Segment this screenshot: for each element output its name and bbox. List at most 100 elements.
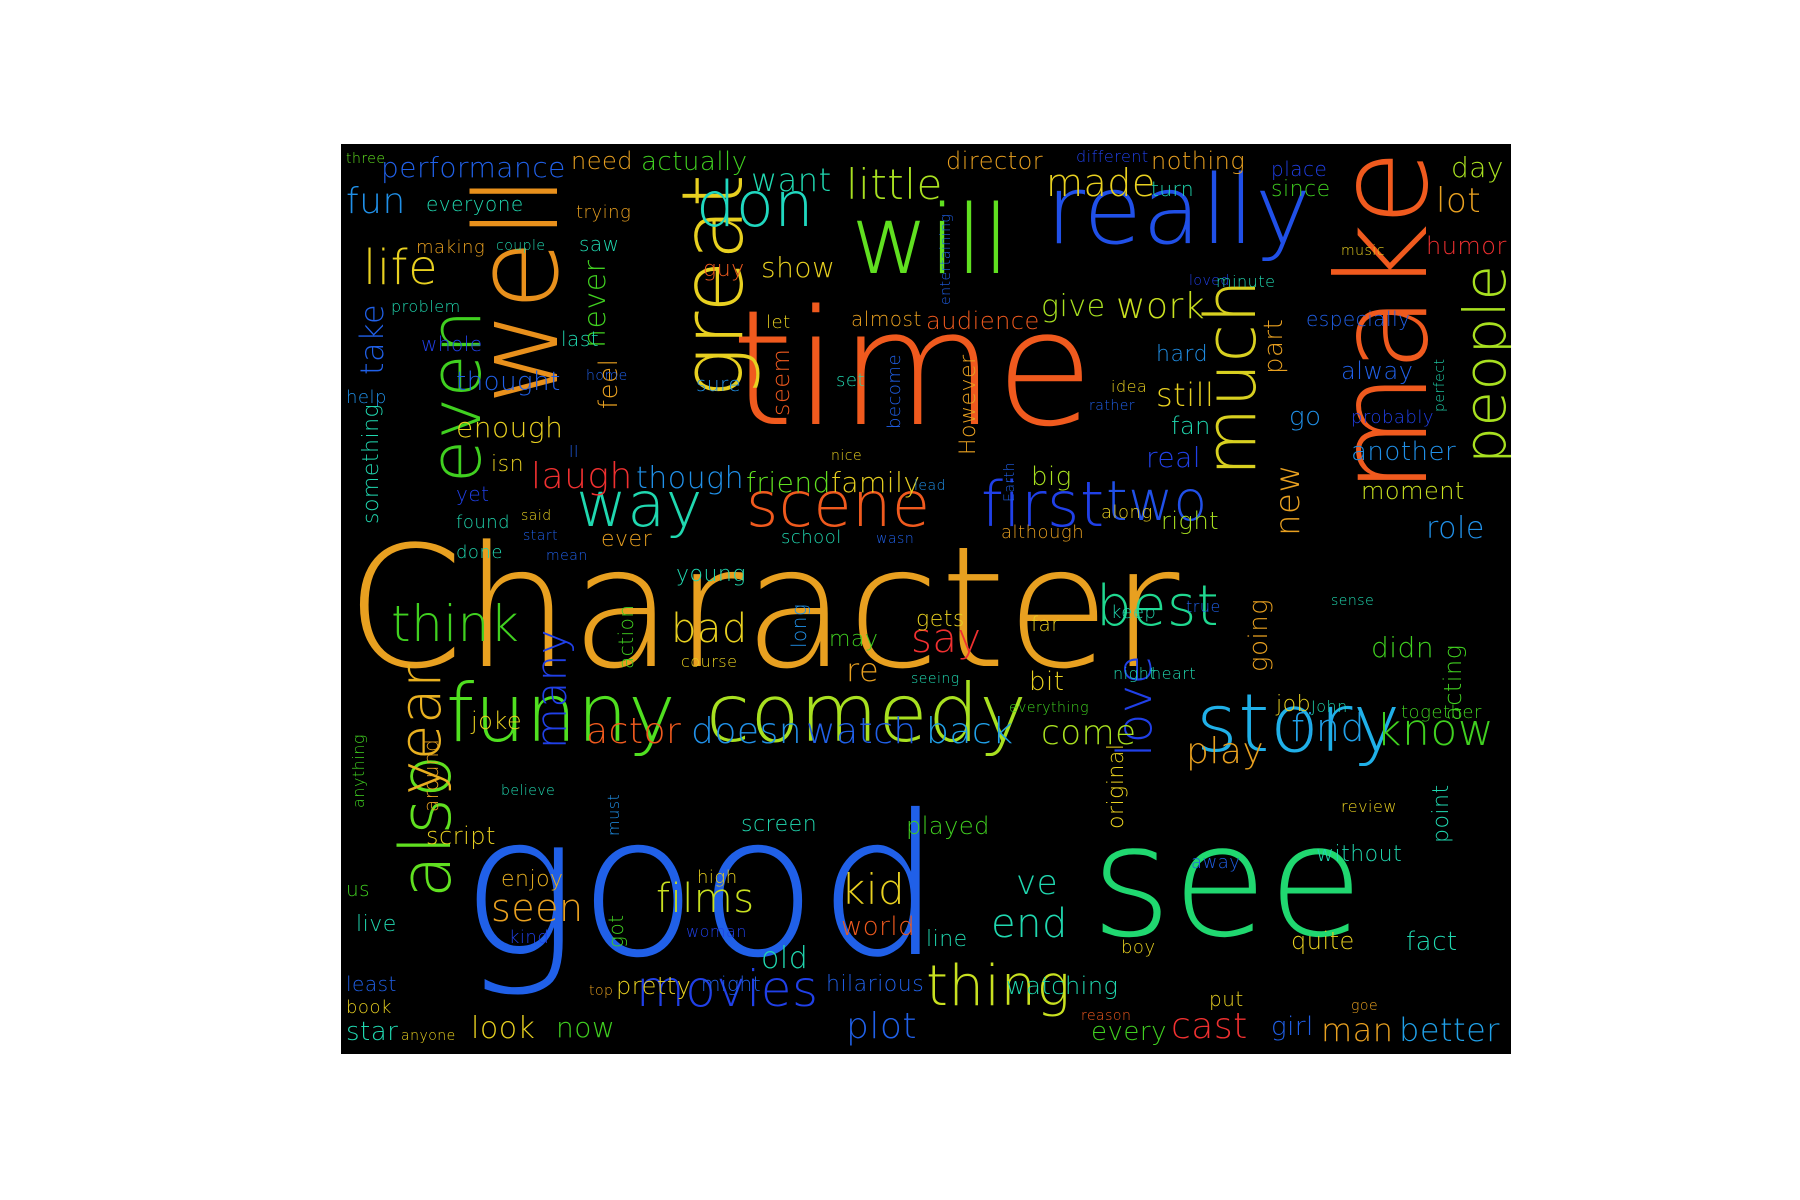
word-boy: boy xyxy=(1121,937,1156,958)
word-around: around xyxy=(419,738,443,812)
word-put: put xyxy=(1209,987,1244,1011)
word-bit: bit xyxy=(1029,667,1065,697)
word-bad: bad xyxy=(671,606,748,652)
word-pretty: pretty xyxy=(616,972,692,1000)
word-trying: trying xyxy=(576,202,632,223)
word-performance: performance xyxy=(381,151,566,184)
word-come: come xyxy=(1041,713,1137,753)
word-see: see xyxy=(1091,791,1364,972)
word-let: let xyxy=(766,312,791,333)
word-character: Character xyxy=(346,510,1180,706)
word-although: although xyxy=(1001,522,1085,543)
word-people: people xyxy=(1451,264,1511,464)
word-minute: minute xyxy=(1216,272,1276,291)
word-man: man xyxy=(1321,1011,1394,1049)
word-found: found xyxy=(456,512,511,533)
word-way: way xyxy=(576,468,703,541)
word-isn: isn xyxy=(491,452,525,477)
word-together: together xyxy=(1401,702,1482,723)
word-moment: moment xyxy=(1361,477,1465,505)
word-world: world xyxy=(841,912,916,942)
word-enough: enough xyxy=(456,411,564,444)
word-go: go xyxy=(1289,402,1322,432)
word-cast: cast xyxy=(1171,1006,1248,1047)
word-joke: joke xyxy=(471,707,523,735)
word-life: life xyxy=(363,240,439,296)
word-first: first xyxy=(981,468,1105,541)
word-hilarious: hilarious xyxy=(826,972,925,997)
word-without: without xyxy=(1316,842,1403,867)
word-become: become xyxy=(884,353,905,429)
word-every: every xyxy=(1091,1017,1167,1047)
word-friend: friend xyxy=(746,466,831,499)
word-girl: girl xyxy=(1271,1012,1314,1042)
word-music: music xyxy=(1341,243,1385,259)
word-watching: watching xyxy=(1006,972,1119,1000)
word-home: home xyxy=(586,368,628,384)
word-idea: idea xyxy=(1111,377,1148,396)
word-think: think xyxy=(391,595,520,653)
word-role: role xyxy=(1426,511,1485,546)
word-book: book xyxy=(346,997,392,1018)
word-review: review xyxy=(1341,797,1397,816)
word-turn: turn xyxy=(1151,177,1195,201)
word-almost: almost xyxy=(851,307,922,331)
word-old: old xyxy=(761,941,809,976)
word-story: story xyxy=(1196,677,1401,770)
word-us: us xyxy=(346,877,371,901)
word-going: going xyxy=(1244,598,1274,672)
word-ever: ever xyxy=(601,527,653,552)
word-whole: whole xyxy=(421,332,483,356)
word-really: really xyxy=(1046,156,1312,266)
word-done: done xyxy=(456,542,503,563)
word-rather: rather xyxy=(1089,398,1136,414)
word-star: star xyxy=(346,1017,399,1047)
word-nice: nice xyxy=(831,448,863,464)
word-believe: believe xyxy=(501,783,556,799)
word-end: end xyxy=(991,901,1068,947)
word-day: day xyxy=(1451,151,1505,184)
word-say: say xyxy=(911,616,982,662)
word-job: job xyxy=(1276,692,1312,717)
word-played: played xyxy=(906,812,990,840)
word-two: two xyxy=(1106,469,1208,533)
word-mean: mean xyxy=(546,548,588,564)
word-reason: reason xyxy=(1081,1008,1132,1024)
word-line: line xyxy=(926,927,968,952)
word-guy: guy xyxy=(703,257,745,282)
word-actor: actor xyxy=(586,711,682,752)
word-still: still xyxy=(1156,376,1215,414)
word-wasn: wasn xyxy=(876,531,915,547)
word-woman: woman xyxy=(686,922,747,941)
word-something: something xyxy=(359,403,384,524)
word-along: along xyxy=(1101,502,1153,523)
word-seen: seen xyxy=(491,886,584,930)
word-funny: funny xyxy=(446,667,677,760)
word-live: live xyxy=(356,912,397,937)
word-big: big xyxy=(1031,462,1072,492)
word-might: might xyxy=(701,972,762,996)
word-three: three xyxy=(346,151,386,167)
word-original: original xyxy=(1104,743,1129,829)
word-high: high xyxy=(697,867,738,888)
word-ll: ll xyxy=(569,442,579,461)
word-part: part xyxy=(1259,318,1289,374)
word-since: since xyxy=(1271,177,1331,202)
word-keep: keep xyxy=(1111,602,1157,623)
word-work: work xyxy=(1116,286,1206,327)
word-may: may xyxy=(829,627,879,652)
word-everyone: everyone xyxy=(426,192,524,216)
word-best: best xyxy=(1096,574,1220,639)
word-said: said xyxy=(521,508,552,524)
word-little: little xyxy=(846,160,943,209)
word-hard: hard xyxy=(1156,342,1209,367)
word-enjoy: enjoy xyxy=(501,867,564,892)
word-especially: especially xyxy=(1306,307,1411,331)
word-will: will xyxy=(851,186,1010,296)
word-scene: scene xyxy=(746,468,931,541)
word-another: another xyxy=(1351,437,1457,467)
word-making: making xyxy=(416,237,486,258)
word-away: away xyxy=(1191,852,1241,873)
word-kind: kind xyxy=(509,927,550,948)
word-show: show xyxy=(761,251,836,284)
